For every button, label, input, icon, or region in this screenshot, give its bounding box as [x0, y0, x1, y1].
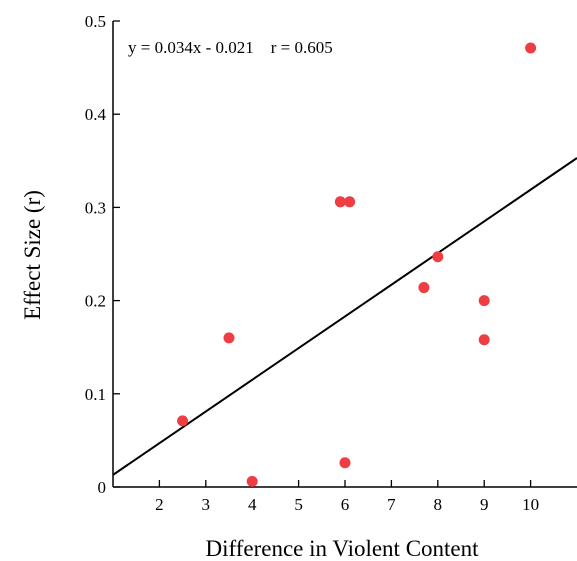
x-tick-label: 5 — [294, 495, 303, 514]
data-point — [223, 332, 235, 344]
x-tick-label: 7 — [387, 495, 396, 514]
x-tick-label: 8 — [434, 495, 443, 514]
data-point — [177, 415, 189, 427]
data-point — [478, 295, 490, 307]
x-axis-title: Difference in Violent Content — [205, 536, 479, 561]
regression-layer — [112, 157, 577, 476]
data-point — [418, 282, 430, 294]
y-tick-label: 0 — [98, 478, 107, 497]
y-tick-label: 0.4 — [85, 105, 107, 124]
data-point — [432, 251, 444, 263]
data-point — [525, 42, 537, 54]
data-points — [177, 42, 537, 487]
x-tick-label: 9 — [480, 495, 489, 514]
data-point — [339, 457, 351, 469]
data-point — [334, 196, 346, 208]
data-point — [478, 334, 490, 346]
data-point — [344, 196, 356, 208]
y-tick-label: 0.5 — [85, 12, 106, 31]
y-tick-label: 0.1 — [85, 385, 106, 404]
x-tick-label: 6 — [341, 495, 350, 514]
x-tick-label: 3 — [202, 495, 211, 514]
y-axis-title: Effect Size (r) — [20, 190, 45, 320]
x-tick-label: 10 — [522, 495, 539, 514]
x-tick-label: 2 — [155, 495, 164, 514]
data-point — [246, 475, 258, 487]
regression-annotation: y = 0.034x - 0.021 r = 0.605 — [128, 38, 333, 57]
regression-line — [112, 157, 577, 476]
x-tick-label: 4 — [248, 495, 257, 514]
y-tick-label: 0.2 — [85, 292, 106, 311]
axes: 2 3 4 5 6 7 8 9 10 0 0.1 0.2 0.3 0.4 0.5 — [85, 12, 577, 514]
y-tick-label: 0.3 — [85, 198, 106, 217]
